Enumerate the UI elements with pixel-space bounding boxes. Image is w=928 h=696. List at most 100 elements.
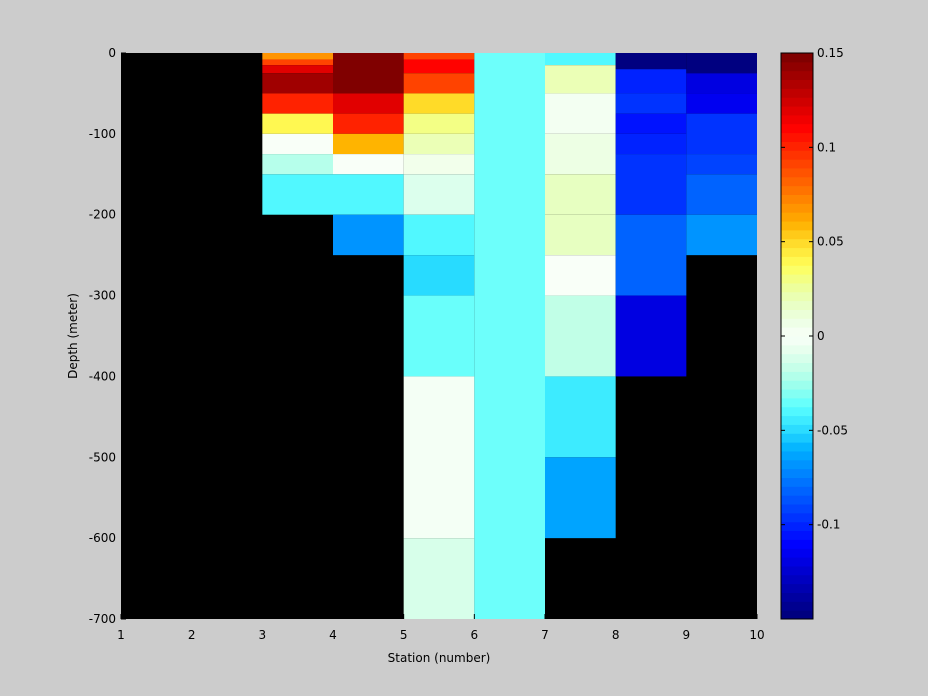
heatmap-cell bbox=[615, 69, 687, 94]
colorbar-segment bbox=[781, 336, 813, 346]
heatmap-cell bbox=[262, 53, 333, 60]
colorbar-segment bbox=[781, 167, 813, 178]
colorbar-segment bbox=[781, 229, 813, 240]
heatmap-cell bbox=[403, 113, 475, 134]
colorbar-segment bbox=[781, 318, 813, 328]
heatmap-cell bbox=[403, 154, 475, 175]
heatmap-cell bbox=[262, 113, 333, 134]
heatmap-cell bbox=[686, 113, 757, 155]
x-tick-label: 3 bbox=[259, 628, 267, 642]
heatmap-cell bbox=[403, 53, 475, 60]
heatmap-cell bbox=[545, 65, 616, 94]
colorbar-segment bbox=[781, 176, 813, 187]
heatmap-cell bbox=[403, 255, 475, 296]
x-tick-label: 9 bbox=[683, 628, 691, 642]
colorbar-segment bbox=[781, 79, 813, 89]
x-tick-label: 7 bbox=[541, 628, 549, 642]
colorbar-ticks: 0.15 0.1 0.05 0 -0.05 -0.1 bbox=[781, 46, 848, 532]
heatmap-cell bbox=[333, 113, 404, 134]
heatmap-cell bbox=[545, 93, 616, 134]
y-tick-label: -600 bbox=[89, 531, 116, 545]
heatmap-cell bbox=[262, 65, 333, 74]
colorbar-segment bbox=[781, 265, 813, 275]
heatmap-cell bbox=[545, 295, 616, 377]
colorbar-tick-label: 0.05 bbox=[817, 235, 844, 249]
colorbar-tick-label: 0 bbox=[817, 329, 825, 343]
colorbar-tick-label: 0.15 bbox=[817, 46, 844, 60]
heatmap-cell bbox=[262, 59, 333, 66]
colorbar-segment bbox=[781, 327, 813, 337]
y-tick-label: -200 bbox=[89, 208, 116, 222]
colorbar-segment bbox=[781, 344, 813, 355]
colorbar-segment bbox=[781, 123, 813, 134]
colorbar-segment bbox=[781, 468, 813, 478]
colorbar-segment bbox=[781, 495, 813, 505]
colorbar-segment bbox=[781, 282, 813, 293]
heatmap-cell bbox=[545, 53, 616, 66]
x-axis-label: Station (number) bbox=[388, 651, 491, 665]
colorbar-segment bbox=[781, 601, 813, 611]
colorbar-segment bbox=[781, 362, 813, 372]
y-tick-label: -400 bbox=[89, 369, 116, 383]
colorbar-segment bbox=[781, 247, 813, 257]
colorbar-segment bbox=[781, 583, 813, 593]
colorbar-segment bbox=[781, 194, 813, 204]
colorbar-segment bbox=[781, 574, 813, 585]
colorbar-segment bbox=[781, 221, 813, 231]
heatmap-cell bbox=[545, 133, 616, 175]
heatmap-cell bbox=[686, 154, 757, 175]
heatmap-cell bbox=[403, 214, 475, 256]
colorbar bbox=[780, 52, 814, 620]
heatmap-cell bbox=[545, 214, 616, 256]
x-tick-label: 2 bbox=[188, 628, 196, 642]
colorbar-segment bbox=[781, 415, 813, 425]
y-tick-label: -300 bbox=[89, 289, 116, 303]
heatmap-cell bbox=[615, 113, 687, 134]
heatmap-cell bbox=[686, 73, 757, 94]
heatmap-cell bbox=[333, 154, 404, 175]
heatmap-cell bbox=[333, 93, 404, 114]
heatmap-cell bbox=[333, 174, 404, 215]
x-tick-label: 6 bbox=[471, 628, 479, 642]
colorbar-tick-label: -0.1 bbox=[817, 518, 840, 532]
colorbar-segment bbox=[781, 565, 813, 576]
heatmap-cell bbox=[615, 53, 687, 70]
heatmap-cell bbox=[686, 53, 757, 74]
colorbar-segment bbox=[781, 486, 813, 496]
heatmap-cell bbox=[615, 133, 687, 155]
heatmap-cell bbox=[545, 376, 616, 458]
colorbar-segment bbox=[781, 61, 813, 72]
colorbar-segment bbox=[781, 159, 813, 169]
colorbar-segment bbox=[781, 459, 813, 470]
colorbar-segment bbox=[781, 512, 813, 523]
colorbar-segment bbox=[781, 106, 813, 116]
colorbar-segment bbox=[781, 70, 813, 81]
colorbar-segment bbox=[781, 424, 813, 434]
colorbar-segment bbox=[781, 539, 813, 549]
heatmap-cell bbox=[333, 133, 404, 155]
heatmap-cell bbox=[403, 73, 475, 94]
heatmap-cell bbox=[262, 73, 333, 94]
heatmap-cell bbox=[615, 154, 687, 215]
colorbar-segment bbox=[781, 504, 813, 514]
heatmap-cell bbox=[262, 133, 333, 155]
heatmap-cell bbox=[686, 174, 757, 215]
colorbar-segment bbox=[781, 97, 813, 107]
heatmap-cell bbox=[686, 214, 757, 256]
x-tick-label: 10 bbox=[749, 628, 764, 642]
colorbar-segment bbox=[781, 88, 813, 98]
heatmap-cell bbox=[615, 295, 687, 377]
heatmap-cell bbox=[403, 133, 475, 155]
colorbar-segment bbox=[781, 256, 813, 266]
colorbar-segment bbox=[781, 371, 813, 381]
colorbar-segment bbox=[781, 380, 813, 390]
heatmap-cell bbox=[615, 93, 687, 114]
colorbar-segment bbox=[781, 530, 813, 540]
y-axis-label: Depth (meter) bbox=[66, 293, 80, 379]
colorbar-segment bbox=[781, 442, 813, 452]
colorbar-segment bbox=[781, 150, 813, 160]
heatmap-cell bbox=[333, 214, 404, 256]
colorbar-segment bbox=[781, 521, 813, 532]
x-tick-label: 1 bbox=[117, 628, 125, 642]
colorbar-segment bbox=[781, 433, 813, 443]
